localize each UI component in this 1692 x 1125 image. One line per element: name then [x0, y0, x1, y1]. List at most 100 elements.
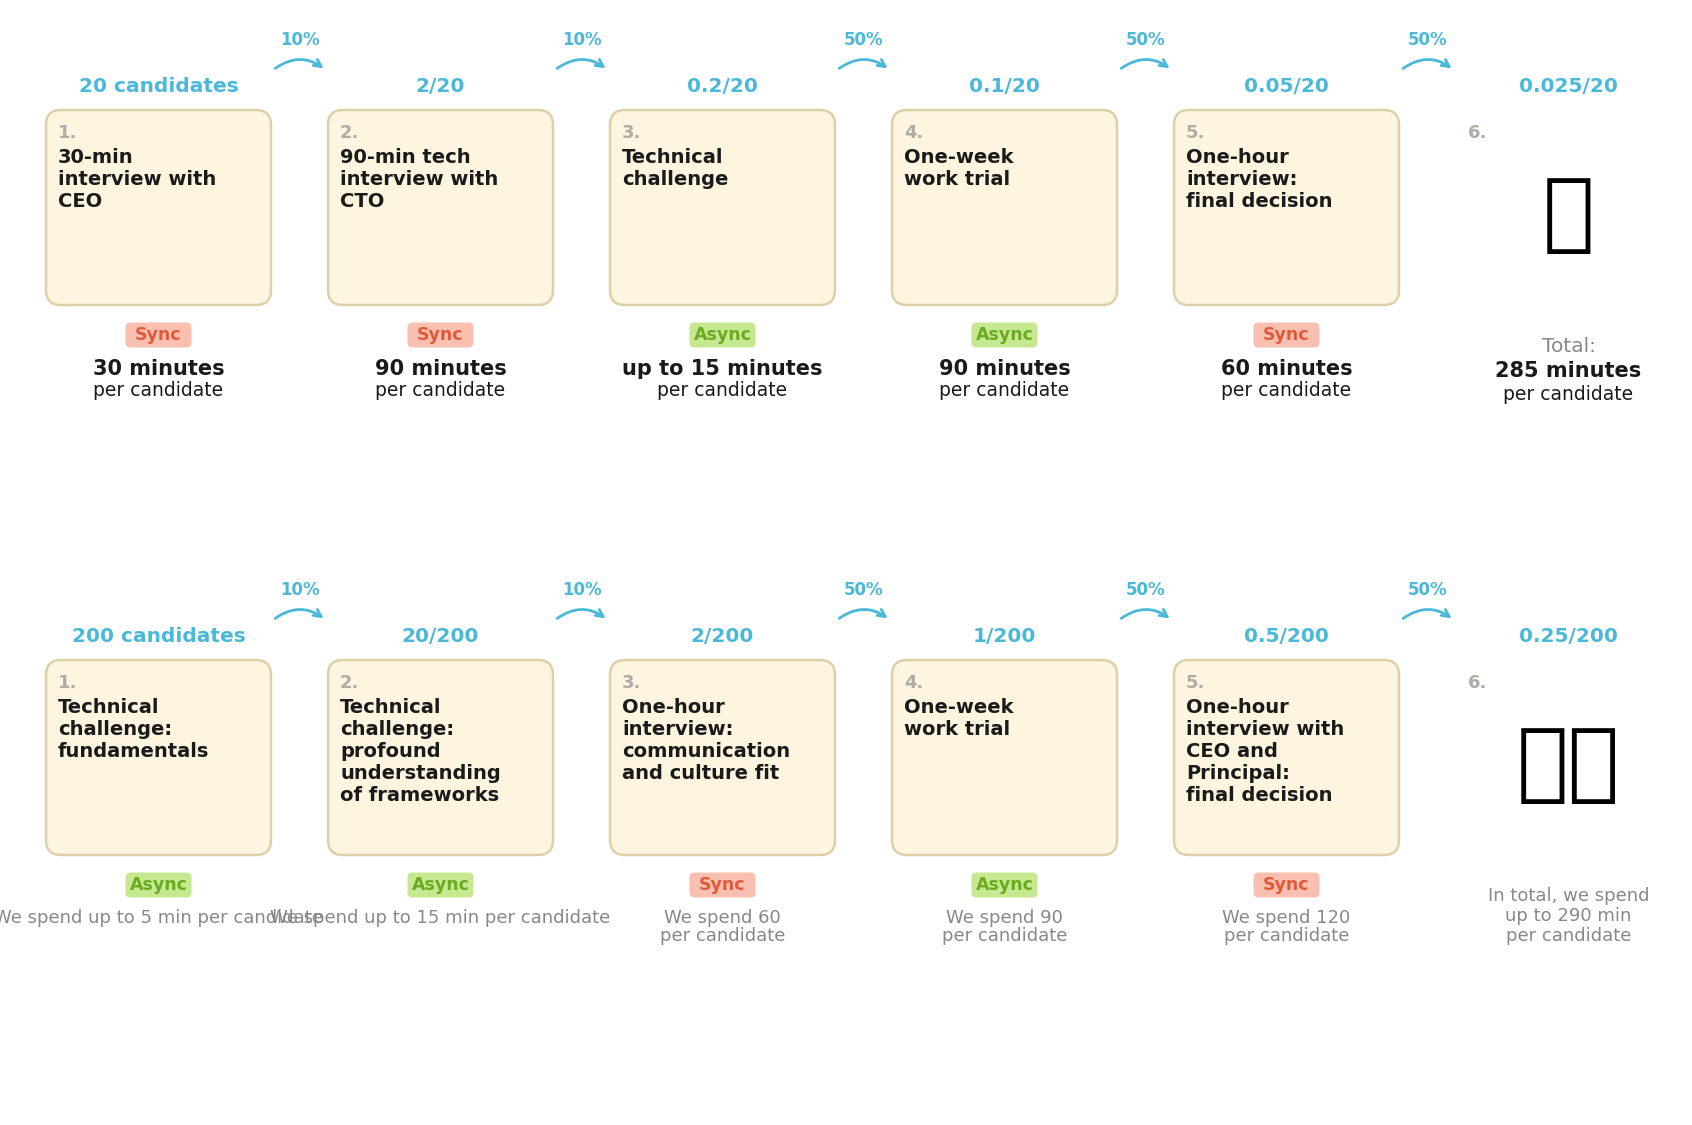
- Text: 50%: 50%: [1125, 580, 1166, 598]
- Text: 50%: 50%: [844, 32, 883, 50]
- Text: Technical: Technical: [623, 148, 724, 166]
- Text: 2/200: 2/200: [690, 627, 755, 646]
- FancyBboxPatch shape: [892, 660, 1117, 855]
- FancyBboxPatch shape: [1254, 873, 1320, 898]
- Text: 4.: 4.: [904, 124, 924, 142]
- Text: 0.2/20: 0.2/20: [687, 76, 758, 96]
- Text: 👽🦄: 👽🦄: [1516, 724, 1621, 807]
- Text: of frameworks: of frameworks: [340, 786, 499, 806]
- Text: per candidate: per candidate: [658, 381, 787, 400]
- Text: We spend up to 5 min per candidate: We spend up to 5 min per candidate: [0, 909, 323, 927]
- Text: final decision: final decision: [1186, 192, 1333, 212]
- Text: Technical: Technical: [58, 698, 159, 717]
- Text: per candidate: per candidate: [1506, 927, 1631, 945]
- FancyBboxPatch shape: [611, 660, 834, 855]
- Text: 2.: 2.: [340, 124, 359, 142]
- Text: interview:: interview:: [623, 720, 733, 739]
- Text: Async: Async: [130, 876, 188, 894]
- Text: work trial: work trial: [904, 720, 1010, 739]
- Text: Async: Async: [411, 876, 469, 894]
- FancyBboxPatch shape: [690, 323, 756, 348]
- Text: CEO: CEO: [58, 192, 102, 212]
- Text: 90 minutes: 90 minutes: [939, 359, 1071, 379]
- FancyBboxPatch shape: [408, 323, 474, 348]
- FancyBboxPatch shape: [690, 873, 756, 898]
- Text: 50%: 50%: [1408, 32, 1447, 50]
- Text: We spend up to 15 min per candidate: We spend up to 15 min per candidate: [271, 909, 611, 927]
- Text: challenge:: challenge:: [340, 720, 453, 739]
- FancyBboxPatch shape: [1174, 660, 1399, 855]
- Text: 0.05/20: 0.05/20: [1244, 76, 1328, 96]
- Text: interview:: interview:: [1186, 170, 1298, 189]
- Text: We spend 60: We spend 60: [665, 909, 782, 927]
- FancyBboxPatch shape: [46, 110, 271, 305]
- Text: up to 290 min: up to 290 min: [1506, 907, 1631, 925]
- Text: Async: Async: [976, 876, 1034, 894]
- Text: 50%: 50%: [844, 580, 883, 598]
- Text: 200 candidates: 200 candidates: [71, 627, 245, 646]
- Text: 0.25/200: 0.25/200: [1519, 627, 1618, 646]
- Text: Technical: Technical: [340, 698, 442, 717]
- Text: 1.: 1.: [58, 124, 78, 142]
- Text: 2/20: 2/20: [416, 76, 465, 96]
- Text: per candidate: per candidate: [1222, 381, 1352, 400]
- Text: final decision: final decision: [1186, 786, 1333, 806]
- Text: 60 minutes: 60 minutes: [1220, 359, 1352, 379]
- Text: Sync: Sync: [699, 876, 746, 894]
- Text: One-hour: One-hour: [1186, 148, 1289, 166]
- Text: 10%: 10%: [562, 32, 601, 50]
- Text: up to 15 minutes: up to 15 minutes: [623, 359, 822, 379]
- Text: 🤝: 🤝: [1543, 174, 1594, 256]
- Text: 2.: 2.: [340, 674, 359, 692]
- Text: per candidate: per candidate: [376, 381, 506, 400]
- Text: 6.: 6.: [1469, 674, 1487, 692]
- Text: One-week: One-week: [904, 148, 1014, 166]
- Text: 30 minutes: 30 minutes: [93, 359, 225, 379]
- Text: challenge: challenge: [623, 170, 728, 189]
- FancyBboxPatch shape: [125, 323, 191, 348]
- Text: 1/200: 1/200: [973, 627, 1036, 646]
- Text: CTO: CTO: [340, 192, 384, 212]
- FancyBboxPatch shape: [611, 110, 834, 305]
- Text: Sync: Sync: [418, 326, 464, 344]
- Text: per candidate: per candidate: [939, 381, 1069, 400]
- FancyBboxPatch shape: [328, 110, 553, 305]
- Text: 0.025/20: 0.025/20: [1519, 76, 1618, 96]
- Text: 10%: 10%: [562, 580, 601, 598]
- Text: 90-min tech: 90-min tech: [340, 148, 470, 166]
- Text: work trial: work trial: [904, 170, 1010, 189]
- Text: 3.: 3.: [623, 674, 641, 692]
- Text: We spend 120: We spend 120: [1222, 909, 1350, 927]
- Text: 0.5/200: 0.5/200: [1244, 627, 1328, 646]
- Text: per candidate: per candidate: [1223, 927, 1349, 945]
- Text: per candidate: per candidate: [660, 927, 785, 945]
- Text: In total, we spend: In total, we spend: [1487, 886, 1650, 904]
- Text: Sync: Sync: [135, 326, 181, 344]
- Text: 10%: 10%: [279, 32, 320, 50]
- Text: 0.1/20: 0.1/20: [970, 76, 1041, 96]
- Text: 20/200: 20/200: [401, 627, 479, 646]
- FancyBboxPatch shape: [408, 873, 474, 898]
- Text: 4.: 4.: [904, 674, 924, 692]
- Text: per candidate: per candidate: [93, 381, 223, 400]
- FancyBboxPatch shape: [892, 110, 1117, 305]
- Text: 6.: 6.: [1469, 124, 1487, 142]
- Text: profound: profound: [340, 742, 440, 760]
- Text: and culture fit: and culture fit: [623, 764, 780, 783]
- Text: 285 minutes: 285 minutes: [1496, 361, 1641, 381]
- Text: Async: Async: [694, 326, 751, 344]
- Text: 50%: 50%: [1125, 32, 1166, 50]
- FancyBboxPatch shape: [971, 873, 1037, 898]
- Text: 3.: 3.: [623, 124, 641, 142]
- Text: Async: Async: [976, 326, 1034, 344]
- Text: communication: communication: [623, 742, 790, 760]
- Text: 50%: 50%: [1408, 580, 1447, 598]
- FancyBboxPatch shape: [1174, 110, 1399, 305]
- Text: We spend 90: We spend 90: [946, 909, 1063, 927]
- FancyBboxPatch shape: [1254, 323, 1320, 348]
- FancyBboxPatch shape: [971, 323, 1037, 348]
- Text: 1.: 1.: [58, 674, 78, 692]
- FancyBboxPatch shape: [328, 660, 553, 855]
- Text: per candidate: per candidate: [942, 927, 1068, 945]
- Text: 5.: 5.: [1186, 124, 1205, 142]
